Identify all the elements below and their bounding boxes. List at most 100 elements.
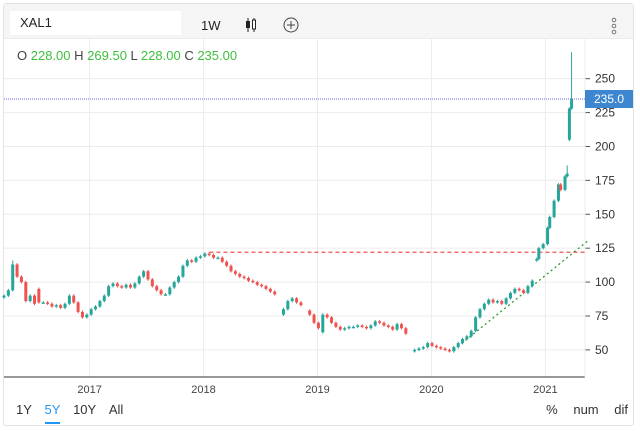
candle-body xyxy=(426,343,430,348)
candle-body xyxy=(316,322,320,329)
candle-body xyxy=(295,298,299,303)
candle-body xyxy=(404,328,408,334)
x-tick-label: 2017 xyxy=(77,384,101,396)
candle-body xyxy=(290,298,294,302)
close-value: 235.00 xyxy=(197,48,238,63)
candle-body xyxy=(242,276,246,279)
candle-body xyxy=(111,283,115,287)
candle-body xyxy=(570,99,574,109)
candle-body xyxy=(281,309,285,315)
candle-body xyxy=(443,348,447,351)
range-all[interactable]: All xyxy=(108,402,124,417)
candle-body xyxy=(229,265,233,272)
candle-body xyxy=(474,317,478,331)
candle-body xyxy=(163,294,167,296)
range-selector: 1Y 5Y 10Y All xyxy=(16,402,132,424)
candle-body xyxy=(469,330,473,337)
candle-body xyxy=(395,324,399,330)
candle-body xyxy=(386,325,390,327)
candle-body xyxy=(312,314,316,323)
toolbar: XAL1 1W xyxy=(4,4,633,39)
candlestick-icon[interactable] xyxy=(244,17,258,33)
y-tick-label: 125 xyxy=(595,241,615,255)
y-tick-label: 225 xyxy=(595,106,615,120)
range-10y[interactable]: 10Y xyxy=(73,402,97,417)
candle-body xyxy=(67,295,71,304)
candle-body xyxy=(559,184,563,190)
y-tick-label: 200 xyxy=(595,139,615,153)
candle-body xyxy=(251,280,255,283)
candle-body xyxy=(482,303,486,310)
candle-body xyxy=(190,260,194,262)
candle-body xyxy=(391,326,395,330)
mode-percent[interactable]: % xyxy=(546,402,558,417)
candle-body xyxy=(308,310,312,315)
mode-dif[interactable]: dif xyxy=(614,402,628,417)
last-price-label: 235.0 xyxy=(585,90,633,109)
candle-body xyxy=(146,271,150,280)
candle-body xyxy=(94,306,98,310)
candle-body xyxy=(487,299,491,304)
candle-body xyxy=(225,261,229,266)
candle-body xyxy=(137,276,141,284)
candle-body xyxy=(150,279,154,287)
candle-body xyxy=(177,276,181,283)
price-chart[interactable]: 50 75 100 125 150 175 200 225 250 2017 2018 2019 202… xyxy=(0,0,640,400)
candle-body xyxy=(334,322,338,327)
candle-body xyxy=(421,347,425,349)
candle-body xyxy=(85,314,89,318)
y-tick-label: 75 xyxy=(595,309,609,323)
candle-body xyxy=(238,273,242,277)
candle-body xyxy=(452,347,456,352)
candle-body xyxy=(563,176,567,190)
candle-body xyxy=(246,278,250,281)
mode-num[interactable]: num xyxy=(573,402,599,417)
candle-body xyxy=(541,244,545,249)
interval-button[interactable]: 1W xyxy=(201,18,221,33)
ohlc-legend: O 228.00 H 269.50 L 228.00 C 235.00 xyxy=(17,48,237,63)
candle-body xyxy=(382,322,386,326)
symbol-input[interactable]: XAL1 xyxy=(10,11,181,35)
candle-body xyxy=(89,309,93,315)
candle-body xyxy=(522,290,526,293)
candle-body xyxy=(526,286,530,293)
open-label: O xyxy=(17,48,28,63)
candle-body xyxy=(360,325,364,327)
range-5y[interactable]: 5Y xyxy=(44,402,61,424)
candle-body xyxy=(107,286,111,296)
range-1y[interactable]: 1Y xyxy=(16,402,32,417)
candle-body xyxy=(461,339,465,344)
vertical-dots-icon[interactable] xyxy=(611,17,617,35)
candle-body xyxy=(207,253,211,256)
candle-body xyxy=(50,303,54,307)
y-tick-label: 150 xyxy=(595,207,615,221)
candle-body xyxy=(129,284,133,288)
candle-body xyxy=(500,301,504,304)
candle-body xyxy=(491,299,495,303)
candle-body xyxy=(37,288,41,303)
candle-body xyxy=(24,282,28,302)
candle-body xyxy=(546,227,550,245)
candle-body xyxy=(2,295,6,298)
candle-body xyxy=(72,295,76,303)
candle-body xyxy=(172,282,176,288)
high-label: H xyxy=(74,48,84,63)
candle-body xyxy=(6,290,10,296)
candle-body xyxy=(15,264,19,277)
candle-body xyxy=(530,280,534,287)
candle-body xyxy=(567,108,571,140)
candle-body xyxy=(535,259,539,261)
candle-body xyxy=(63,303,67,308)
candle-body xyxy=(59,305,63,308)
trend-line xyxy=(453,240,588,351)
candle-body xyxy=(504,298,508,304)
candle-body xyxy=(46,302,50,304)
low-label: L xyxy=(130,48,138,63)
candle-body xyxy=(273,291,277,295)
candle-body xyxy=(264,286,268,289)
candle-body xyxy=(537,248,541,260)
candle-body xyxy=(517,288,521,291)
plus-circle-icon[interactable] xyxy=(283,17,299,33)
candle-body xyxy=(28,295,32,302)
candle-body xyxy=(255,282,259,285)
